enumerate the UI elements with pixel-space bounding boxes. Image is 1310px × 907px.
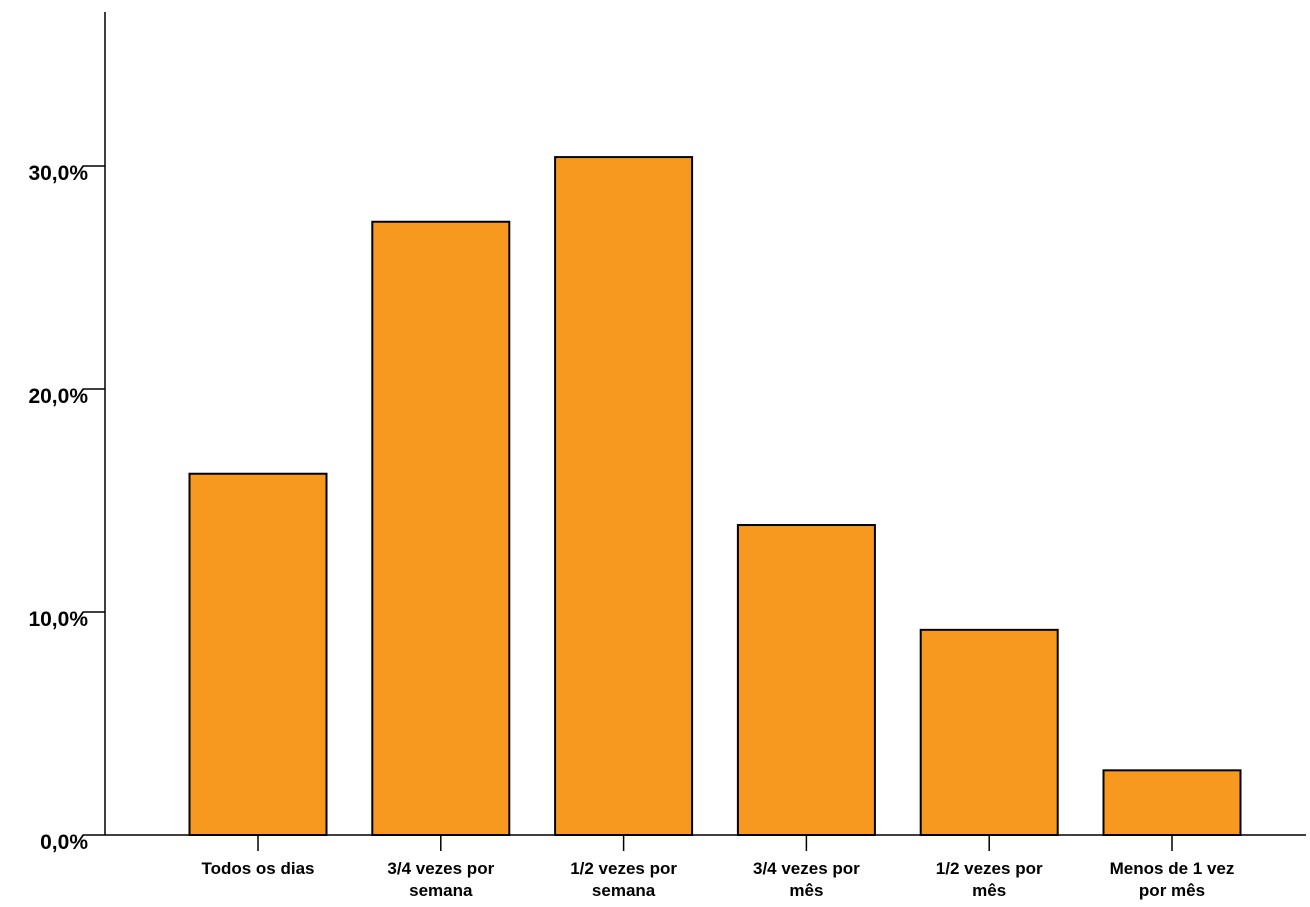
bar-3: [736, 524, 876, 837]
x-tick-label-3-line-0: 3/4 vezes por: [753, 859, 860, 878]
x-tick-label-2: 1/2 vezes por semana: [570, 859, 677, 900]
x-tick-label-3-line-1: mês: [789, 881, 823, 900]
bars-group: [188, 156, 1242, 837]
x-tick-label-1-line-1: semana: [409, 881, 473, 900]
bar-2: [554, 156, 694, 836]
bar-4: [919, 628, 1059, 837]
x-tick-label-1: 3/4 vezes por semana: [387, 859, 494, 900]
y-tick-label-0: 0,0%: [40, 831, 88, 854]
y-ticks-group: 0,0% 10,0% 20,0% 30,0%: [28, 162, 105, 854]
x-tick-label-2-line-1: semana: [592, 881, 656, 900]
x-tick-label-0-line-0: Todos os dias: [201, 859, 314, 878]
x-tick-label-4: 1/2 vezes por mês: [936, 859, 1043, 900]
x-tick-label-5-line-0: Menos de 1 vez: [1110, 859, 1235, 878]
bar-1: [371, 220, 511, 836]
y-tick-label-3: 30,0%: [28, 162, 88, 185]
bar-5: [1102, 769, 1242, 837]
y-tick-label-1: 10,0%: [28, 608, 88, 631]
x-tick-label-1-line-0: 3/4 vezes por: [387, 859, 494, 878]
x-tick-label-4-line-1: mês: [972, 881, 1006, 900]
x-tick-label-0: Todos os dias: [201, 859, 314, 878]
x-tick-label-5-line-1: por mês: [1139, 881, 1205, 900]
y-tick-label-2: 20,0%: [28, 385, 88, 408]
x-tick-label-5: Menos de 1 vez por mês: [1110, 859, 1235, 900]
x-tick-label-2-line-0: 1/2 vezes por: [570, 859, 677, 878]
axes-group: [104, 12, 1306, 836]
x-tick-label-3: 3/4 vezes por mês: [753, 859, 860, 900]
bar-0: [188, 472, 328, 836]
x-tick-label-4-line-0: 1/2 vezes por: [936, 859, 1043, 878]
